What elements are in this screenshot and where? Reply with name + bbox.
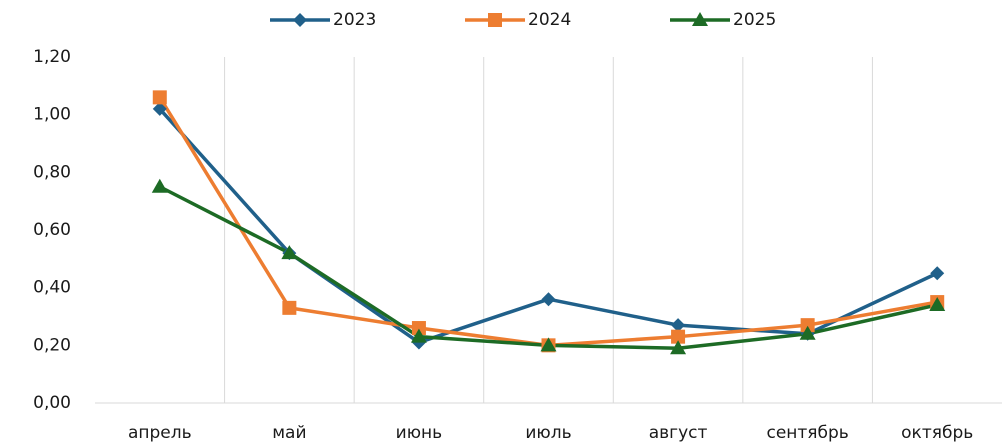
x-tick-label: сентябрь bbox=[766, 423, 848, 443]
y-tick-label: 0,80 bbox=[33, 162, 71, 182]
x-tick-label: май bbox=[272, 423, 306, 443]
point bbox=[281, 245, 298, 260]
point bbox=[540, 337, 557, 352]
point bbox=[799, 325, 816, 340]
point bbox=[410, 328, 427, 343]
point bbox=[282, 300, 297, 315]
point bbox=[929, 296, 946, 311]
point bbox=[671, 329, 686, 344]
legend-marker bbox=[692, 12, 708, 26]
y-tick-label: 0,00 bbox=[33, 393, 71, 413]
x-tick-label: октябрь bbox=[901, 423, 973, 443]
y-tick-label: 0,20 bbox=[33, 335, 71, 355]
series-line bbox=[158, 96, 938, 348]
point bbox=[152, 90, 167, 105]
legend-marker bbox=[488, 13, 502, 27]
y-tick-label: 1,20 bbox=[33, 47, 71, 67]
y-tick-label: 0,40 bbox=[33, 278, 71, 298]
point bbox=[930, 266, 945, 281]
legend-label: 2024 bbox=[528, 10, 571, 30]
x-tick-label: апрель bbox=[128, 423, 192, 443]
point bbox=[411, 321, 426, 336]
point bbox=[152, 101, 167, 116]
point bbox=[151, 178, 168, 193]
x-tick-label: июль bbox=[525, 423, 571, 443]
legend-label: 2025 bbox=[733, 10, 776, 30]
series-line bbox=[158, 107, 938, 345]
x-tick-label: август bbox=[649, 423, 708, 443]
point bbox=[671, 318, 686, 333]
legend-marker bbox=[293, 13, 307, 27]
y-tick-label: 0,60 bbox=[33, 220, 71, 240]
point bbox=[541, 292, 556, 307]
y-tick-label: 1,00 bbox=[33, 105, 71, 125]
legend-label: 2023 bbox=[333, 10, 376, 30]
point bbox=[800, 318, 815, 333]
x-tick-label: июнь bbox=[396, 423, 443, 443]
point bbox=[670, 340, 687, 355]
